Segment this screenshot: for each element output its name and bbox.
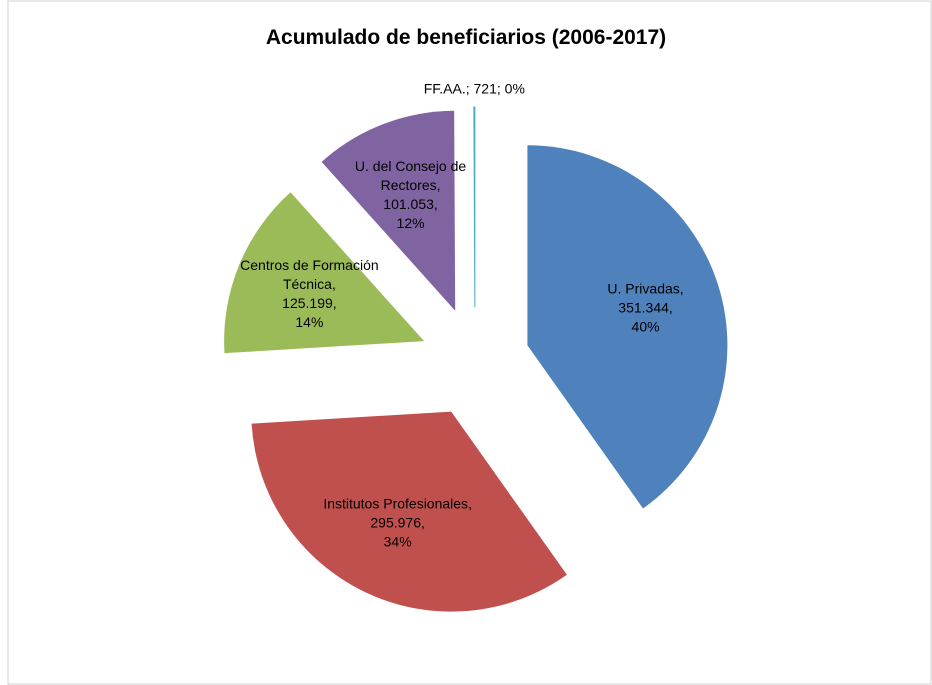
data-label: U. del Consejo de Rectores, 101.053, 12% (331, 157, 491, 233)
label-separator: , (433, 196, 438, 212)
pie-slice (473, 106, 476, 308)
label-value: 721 (473, 80, 497, 97)
label-percent: 12% (396, 215, 425, 231)
label-percent: 0% (504, 80, 525, 97)
pie-slice (251, 411, 567, 612)
label-value: 125.199 (282, 295, 333, 312)
label-separator: , (679, 280, 684, 297)
data-label: Institutos Profesionales, 295.976, 34% (318, 495, 478, 552)
label-value: 351.344 (618, 299, 669, 316)
label-value: 101.053 (383, 196, 434, 212)
label-percent: 40% (631, 318, 660, 335)
data-label: U. Privadas, 351.344, 40% (566, 279, 726, 336)
data-label: Centros de Formación Técnica, 125.199, 14% (229, 256, 389, 332)
pie-slice (321, 110, 456, 311)
label-separator: , (436, 177, 441, 193)
label-value: 295.976 (370, 514, 421, 531)
label-category: U. Privadas (607, 280, 680, 297)
label-category: U. del Consejo de Rectores (354, 158, 467, 193)
label-category: Institutos Profesionales (323, 495, 469, 512)
label-separator: , (331, 276, 336, 293)
data-label: FF.AA.; 721; 0% (424, 80, 525, 99)
label-separator: ; (496, 80, 501, 97)
label-separator: , (332, 295, 337, 312)
label-separator: , (421, 514, 425, 531)
label-category: FF.AA. (423, 80, 466, 97)
label-separator: , (468, 495, 472, 512)
label-percent: 34% (383, 533, 412, 550)
chart-title: Acumulado de beneficiarios (2006-2017) (265, 26, 667, 49)
label-separator: , (668, 299, 673, 316)
pie-slice (527, 145, 728, 509)
label-percent: 14% (295, 314, 324, 331)
pie-slice (224, 192, 425, 354)
label-category: Centros de Formación Técnica (240, 257, 379, 293)
label-separator: ; (465, 80, 470, 97)
